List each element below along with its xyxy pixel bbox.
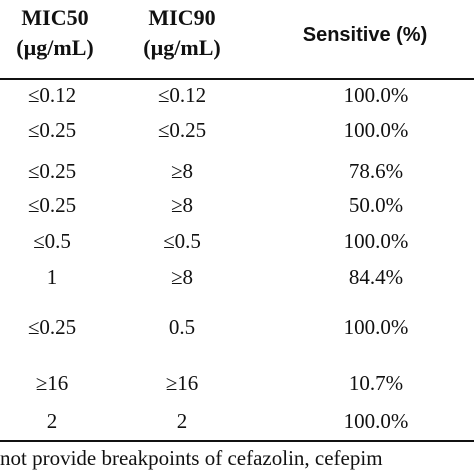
- cell-mic90: ≥8: [170, 193, 194, 217]
- table-row: 2 2 100.0%: [0, 406, 474, 436]
- header-mic50: MIC50 (µg/mL): [0, 3, 110, 63]
- cell-sensitive: 100.0%: [343, 83, 409, 107]
- cell-mic50: ≤0.5: [33, 229, 71, 253]
- cell-mic90: 2: [176, 409, 188, 433]
- cell-mic50: 1: [46, 265, 58, 289]
- table-row: ≤0.25 ≥8 50.0%: [0, 190, 474, 220]
- cell-sensitive: 78.6%: [348, 159, 404, 183]
- header-rule: [0, 78, 474, 80]
- cell-sensitive: 84.4%: [348, 265, 404, 289]
- cell-mic50: 2: [46, 409, 58, 433]
- cell-mic90: ≥16: [165, 371, 199, 395]
- cell-mic90: ≥8: [170, 265, 194, 289]
- table-row: 1 ≥8 84.4%: [0, 262, 474, 292]
- table-bottom-rule: [0, 440, 474, 442]
- cell-mic50: ≤0.25: [27, 193, 77, 217]
- table-row: ≤0.25 ≥8 78.6%: [0, 156, 474, 186]
- table-row: ≤0.25 0.5 100.0%: [0, 312, 474, 342]
- cell-sensitive: 100.0%: [343, 315, 409, 339]
- cell-mic50: ≤0.25: [27, 159, 77, 183]
- table-footnote: not provide breakpoints of cefazolin, ce…: [0, 446, 383, 470]
- header-mic90: MIC90 (µg/mL): [126, 3, 238, 63]
- cell-mic50: ≤0.12: [27, 83, 77, 107]
- table-row: ≤0.12 ≤0.12 100.0%: [0, 80, 474, 110]
- cell-sensitive: 100.0%: [343, 229, 409, 253]
- cell-mic90: ≤0.25: [157, 118, 207, 142]
- header-mic90-unit: (µg/mL): [143, 35, 221, 60]
- table-row: ≤0.5 ≤0.5 100.0%: [0, 226, 474, 256]
- table-row: ≤0.25 ≤0.25 100.0%: [0, 115, 474, 145]
- cell-sensitive: 100.0%: [343, 118, 409, 142]
- table-row: ≥16 ≥16 10.7%: [0, 368, 474, 398]
- cell-sensitive: 50.0%: [348, 193, 404, 217]
- cell-mic50: ≥16: [35, 371, 69, 395]
- cell-mic90: ≤0.12: [157, 83, 207, 107]
- cell-sensitive: 100.0%: [343, 409, 409, 433]
- cell-mic50: ≤0.25: [27, 118, 77, 142]
- cell-mic90: 0.5: [168, 315, 196, 339]
- table-header: MIC50 (µg/mL) MIC90 (µg/mL) Sensitive (%…: [0, 0, 474, 78]
- cell-mic90: ≤0.5: [163, 229, 201, 253]
- header-mic50-title: MIC50: [21, 5, 89, 30]
- cell-mic50: ≤0.25: [27, 315, 77, 339]
- header-sensitive: Sensitive (%): [302, 24, 428, 46]
- cell-mic90: ≥8: [170, 159, 194, 183]
- cell-sensitive: 10.7%: [348, 371, 404, 395]
- header-mic90-title: MIC90: [148, 5, 216, 30]
- header-mic50-unit: (µg/mL): [16, 35, 94, 60]
